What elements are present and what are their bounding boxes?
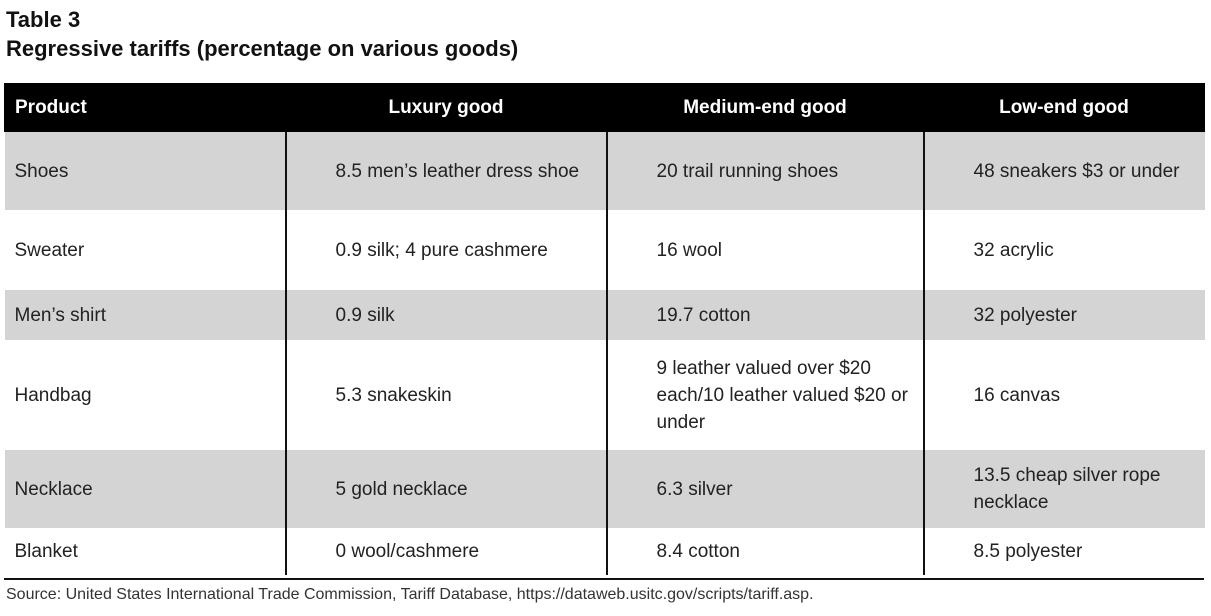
column-header-product: Product	[4, 83, 286, 132]
table-bottom-rule	[4, 578, 1204, 580]
cell-luxury: 0 wool/cashmere	[284, 528, 607, 575]
cell-low: 16 canvas	[922, 340, 1205, 450]
cell-product: Blanket	[4, 528, 286, 575]
table-row: Blanket 0 wool/cashmere 8.4 cotton 8.5 p…	[4, 528, 1205, 575]
cell-low: 8.5 polyester	[922, 528, 1205, 575]
table-row: Sweater 0.9 silk; 4 pure cashmere 16 woo…	[4, 210, 1205, 290]
header-row: Product Luxury good Medium-end good Low-…	[4, 83, 1205, 132]
cell-product: Sweater	[4, 210, 286, 290]
cell-medium: 9 leather valued over $20 each/10 leathe…	[605, 340, 924, 450]
cell-product: Necklace	[4, 450, 286, 528]
cell-product: Shoes	[4, 132, 286, 210]
cell-low: 13.5 cheap silver rope necklace	[922, 450, 1205, 528]
cell-low: 32 acrylic	[922, 210, 1205, 290]
table-row: Shoes 8.5 men’s leather dress shoe 20 tr…	[4, 132, 1205, 210]
cell-luxury: 8.5 men’s leather dress shoe	[284, 132, 607, 210]
table-title: Regressive tariffs (percentage on variou…	[6, 36, 519, 61]
table-row: Necklace 5 gold necklace 6.3 silver 13.5…	[4, 450, 1205, 528]
cell-low: 32 polyester	[922, 290, 1205, 340]
cell-luxury: 5.3 snakeskin	[284, 340, 607, 450]
source-note: Source: United States International Trad…	[6, 586, 814, 603]
column-header-luxury: Luxury good	[285, 83, 607, 132]
cell-product: Handbag	[4, 340, 286, 450]
table-body: Shoes 8.5 men’s leather dress shoe 20 tr…	[4, 132, 1205, 575]
cell-luxury: 0.9 silk; 4 pure cashmere	[284, 210, 607, 290]
tariff-table: Product Luxury good Medium-end good Low-…	[4, 83, 1205, 575]
column-header-medium: Medium-end good	[606, 83, 924, 132]
table-label: Table 3	[6, 7, 81, 32]
cell-medium: 8.4 cotton	[605, 528, 924, 575]
column-header-low: Low-end good	[923, 83, 1205, 132]
table-row: Handbag 5.3 snakeskin 9 leather valued o…	[4, 340, 1205, 450]
tariff-table-container: Product Luxury good Medium-end good Low-…	[4, 83, 1205, 575]
cell-low: 48 sneakers $3 or under	[922, 132, 1205, 210]
cell-medium: 16 wool	[605, 210, 924, 290]
table-row: Men’s shirt 0.9 silk 19.7 cotton 32 poly…	[4, 290, 1205, 340]
cell-luxury: 0.9 silk	[284, 290, 607, 340]
cell-luxury: 5 gold necklace	[284, 450, 607, 528]
table-heading: Table 3 Regressive tariffs (percentage o…	[6, 6, 518, 64]
cell-medium: 19.7 cotton	[605, 290, 924, 340]
cell-medium: 6.3 silver	[605, 450, 924, 528]
cell-medium: 20 trail running shoes	[605, 132, 924, 210]
table-header: Product Luxury good Medium-end good Low-…	[4, 83, 1205, 132]
cell-product: Men’s shirt	[4, 290, 286, 340]
